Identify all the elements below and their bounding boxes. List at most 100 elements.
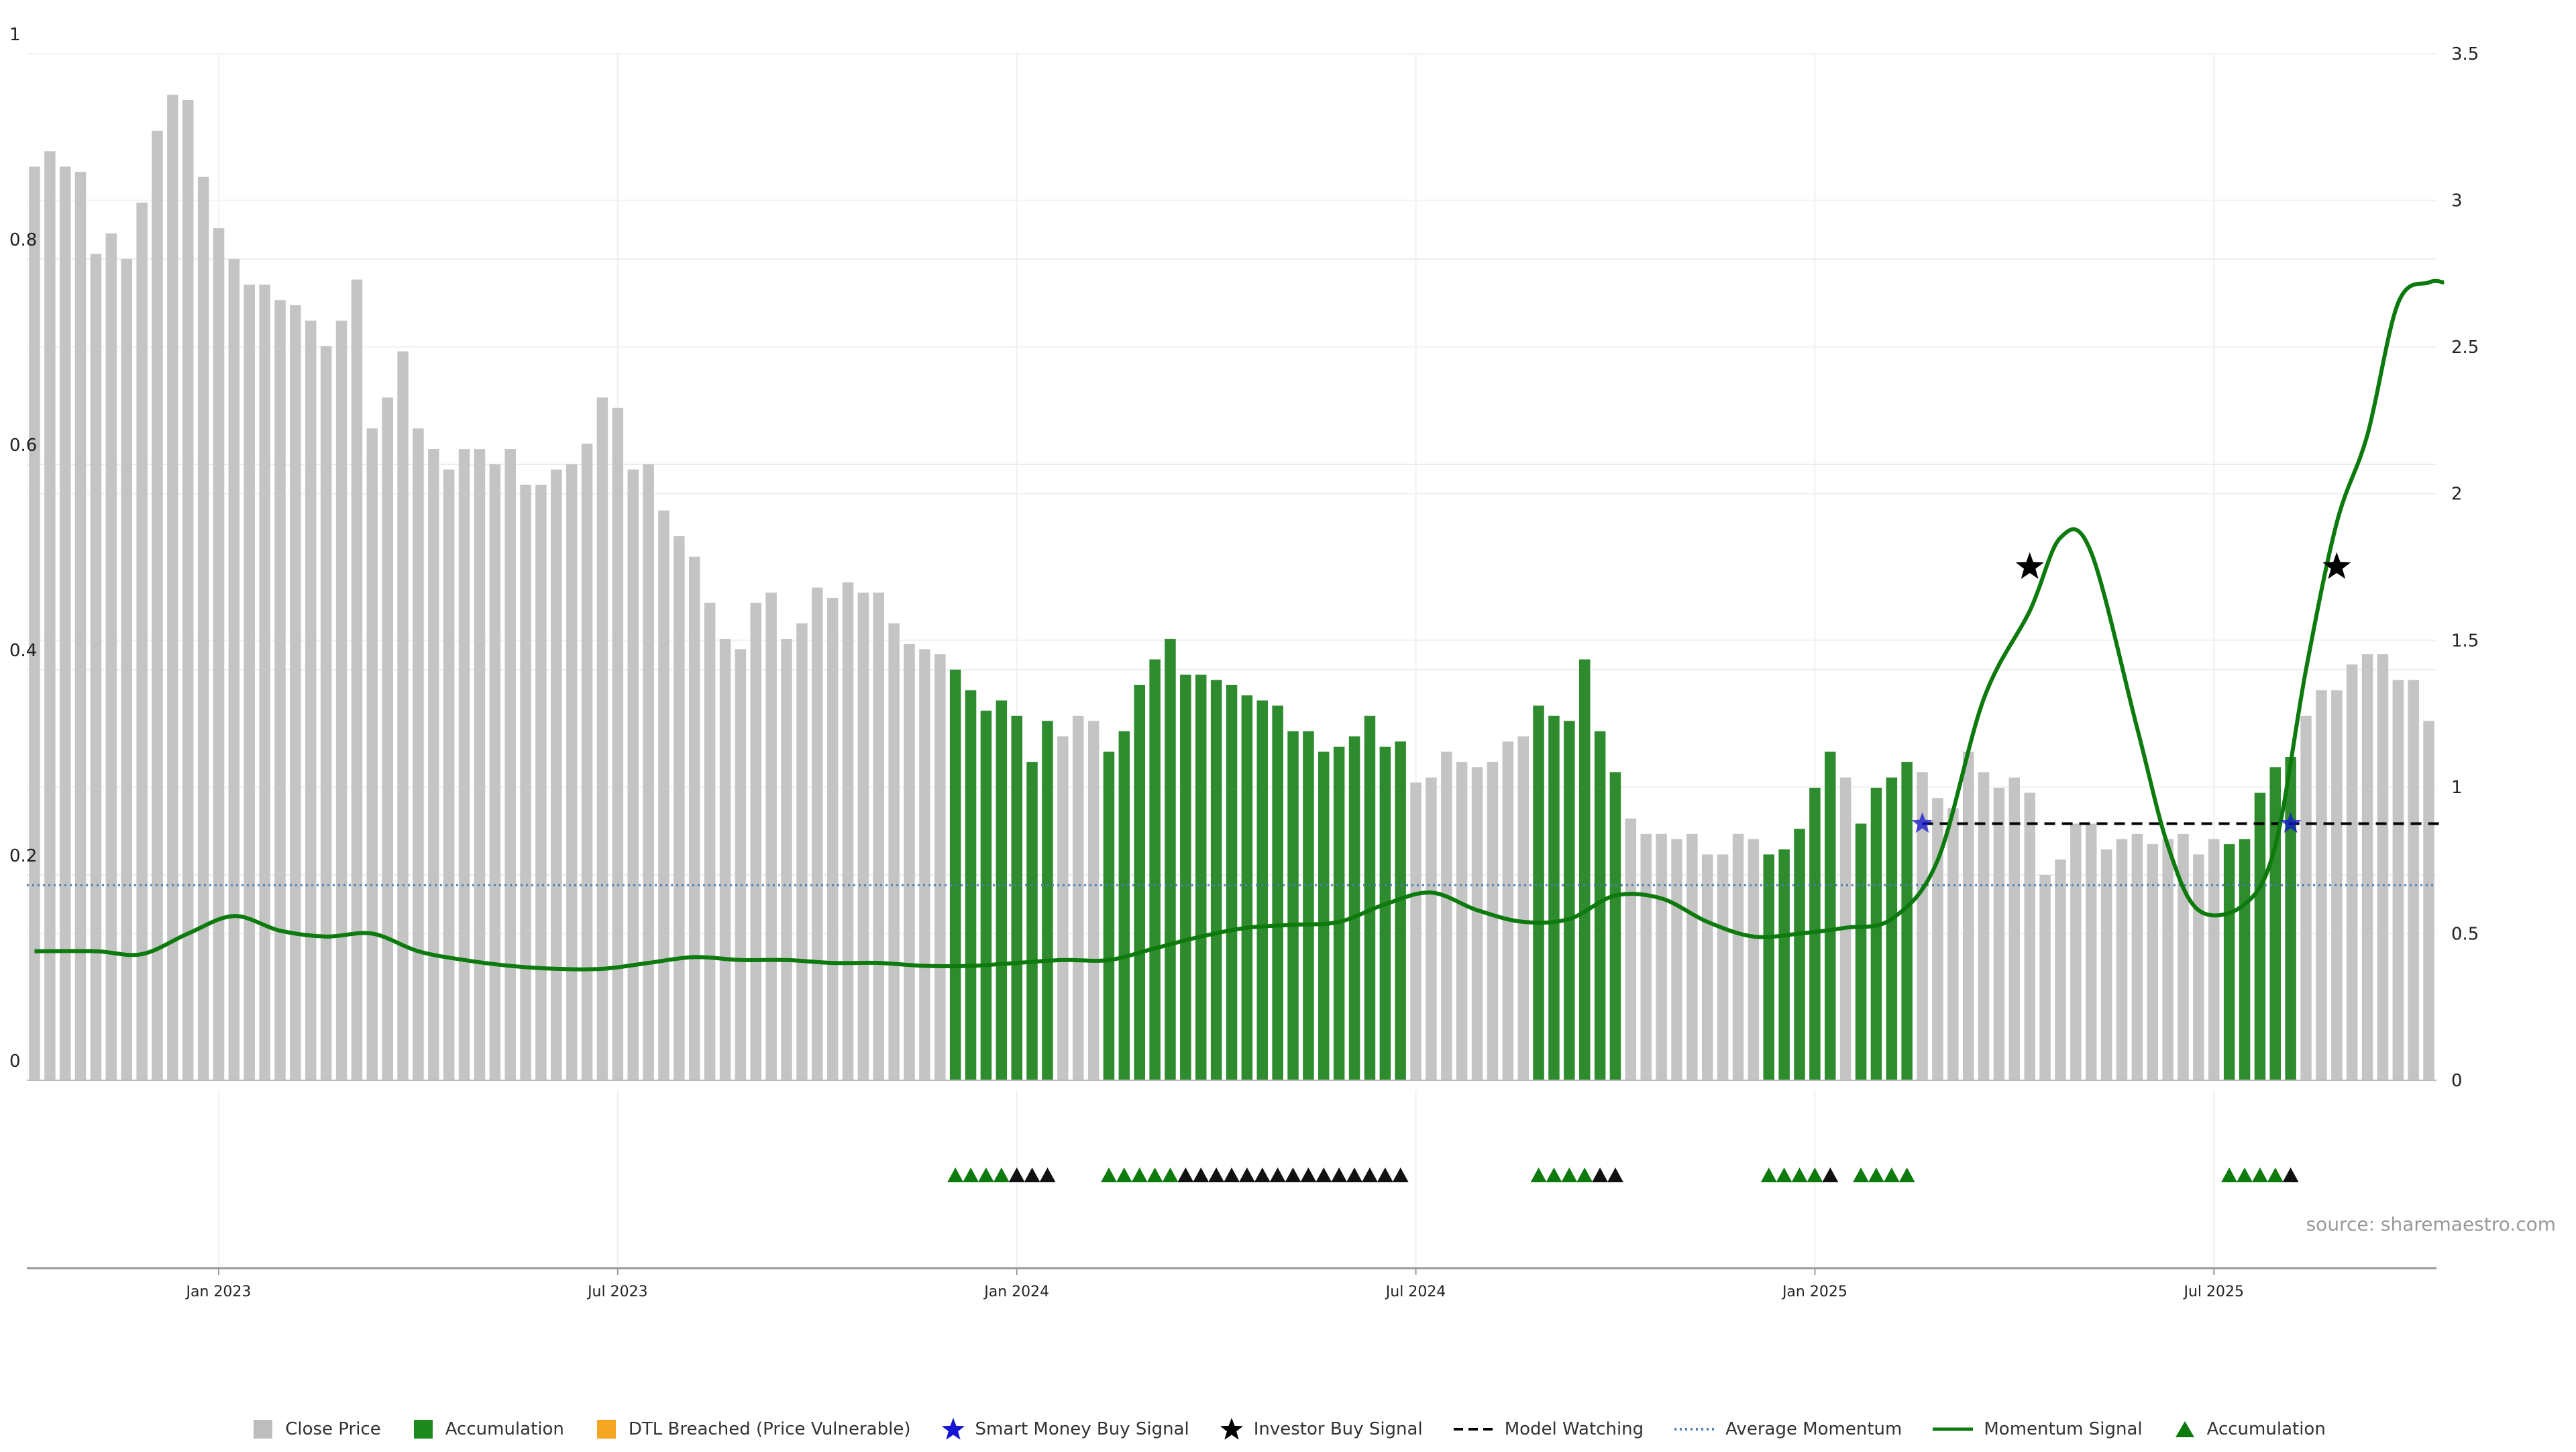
close-price-bar [1625, 818, 1637, 1080]
accumulation-bar [1886, 777, 1898, 1080]
close-price-bar [2423, 721, 2434, 1080]
close-price-bar [2408, 680, 2419, 1080]
legend-label: Investor Buy Signal [1253, 1419, 1423, 1439]
close-price-bar [643, 464, 654, 1080]
close-price-bar [228, 259, 240, 1080]
close-price-bar [689, 556, 700, 1080]
close-price-bar [2116, 839, 2128, 1080]
close-price-bar [1471, 767, 1483, 1080]
close-price-bar [658, 510, 669, 1080]
close-price-bar [551, 469, 562, 1080]
close-price-bar [259, 284, 270, 1081]
close-price-bar [704, 603, 716, 1080]
close-price-bar [2208, 839, 2220, 1080]
accumulation-triangle [2267, 1168, 2284, 1182]
close-price-bar [2193, 854, 2204, 1080]
legend-item: Investor Buy Signal [1219, 1416, 1423, 1442]
close-price-bar [1917, 772, 1928, 1080]
accumulation-bar [2223, 844, 2235, 1080]
signal-triangle-black [2282, 1168, 2299, 1182]
close-price-bar [781, 639, 792, 1080]
close-price-bar [44, 151, 56, 1080]
accumulation-bar [1533, 705, 1544, 1080]
accumulation-bar [1564, 721, 1575, 1080]
close-price-bar [504, 449, 516, 1080]
legend-label: Accumulation [445, 1419, 564, 1439]
signal-triangle-black [1254, 1168, 1271, 1182]
close-price-bar [489, 464, 501, 1080]
accumulation-triangle [1853, 1168, 1869, 1182]
y-right-tick-label: 2.5 [2451, 338, 2479, 358]
legend-dashed-line-icon [1453, 1428, 1494, 1431]
accumulation-bar [1333, 746, 1345, 1081]
legend-label: Accumulation [2206, 1419, 2326, 1439]
y-left-tick-label: 0.8 [9, 230, 37, 250]
close-price-bar [1732, 833, 1744, 1080]
accumulation-triangle [1776, 1168, 1792, 1182]
accumulation-triangle [1162, 1168, 1179, 1182]
legend-label: Average Momentum [1725, 1419, 1902, 1439]
close-price-bar [105, 233, 117, 1081]
accumulation-triangle [2221, 1168, 2238, 1182]
close-price-bar [2086, 823, 2097, 1080]
close-price-bar [2331, 690, 2343, 1080]
signal-triangle-black [1361, 1168, 1378, 1182]
close-price-bar [60, 166, 71, 1080]
close-price-bar [1087, 721, 1099, 1080]
close-price-bar [2100, 849, 2112, 1081]
close-price-bar [351, 279, 363, 1081]
signal-triangle-black [1224, 1168, 1240, 1182]
investor-star [2015, 552, 2044, 579]
close-price-bar [826, 597, 839, 1080]
legend-label: Close Price [285, 1419, 381, 1439]
close-price-bar [812, 587, 823, 1080]
signal-triangle-black [1269, 1168, 1286, 1182]
accumulation-triangle [2237, 1168, 2253, 1182]
x-tick-label: Jul 2023 [586, 1284, 648, 1300]
legend-item: Accumulation [411, 1416, 564, 1442]
signal-triangle-black [1392, 1168, 1409, 1182]
accumulation-triangle [1131, 1168, 1148, 1182]
close-price-bar [1410, 782, 1421, 1080]
accumulation-triangle [1146, 1168, 1163, 1182]
investor-star [2322, 552, 2351, 579]
legend-star-icon [941, 1418, 965, 1440]
close-price-bar [904, 643, 915, 1081]
y-right-tick-label: 2 [2451, 484, 2463, 505]
close-price-bar [1717, 854, 1729, 1080]
close-price-bar [428, 449, 439, 1080]
close-price-bar [1702, 854, 1713, 1080]
close-price-bar [2131, 833, 2143, 1080]
x-tick-label: Jan 2024 [983, 1284, 1049, 1300]
close-price-bar [857, 592, 869, 1081]
accumulation-bar [1778, 849, 1790, 1081]
close-price-bar [2070, 823, 2082, 1080]
close-price-bar [1426, 777, 1437, 1080]
close-price-bar [382, 397, 393, 1080]
close-price-bar [197, 176, 209, 1081]
accumulation-bar [1763, 854, 1774, 1080]
close-price-bar [1057, 736, 1069, 1080]
accumulation-bar [965, 690, 977, 1080]
signal-triangle-black [1331, 1168, 1348, 1182]
accumulation-triangle [1101, 1168, 1117, 1182]
close-price-bar [152, 130, 163, 1081]
accumulation-bar [980, 711, 992, 1080]
accumulation-triangle [1868, 1168, 1884, 1182]
signal-triangle-black [1607, 1168, 1623, 1182]
close-price-bar [888, 623, 900, 1080]
legend-item: Momentum Signal [1931, 1416, 2143, 1442]
legend-label: DTL Breached (Price Vulnerable) [628, 1419, 911, 1439]
accumulation-bar [1303, 731, 1314, 1080]
accumulation-bar [1594, 731, 1606, 1080]
close-price-bar [2039, 875, 2051, 1080]
accumulation-bar [1118, 731, 1130, 1080]
close-price-bar [274, 300, 286, 1081]
legend-item: Model Watching [1452, 1416, 1644, 1442]
y-left-tick-label: 1 [9, 25, 21, 45]
accumulation-bar [1870, 788, 1882, 1080]
accumulation-bar [1287, 731, 1299, 1080]
accumulation-bar [1379, 746, 1391, 1081]
accumulation-bar [1134, 684, 1145, 1080]
close-price-bar [1456, 762, 1468, 1080]
